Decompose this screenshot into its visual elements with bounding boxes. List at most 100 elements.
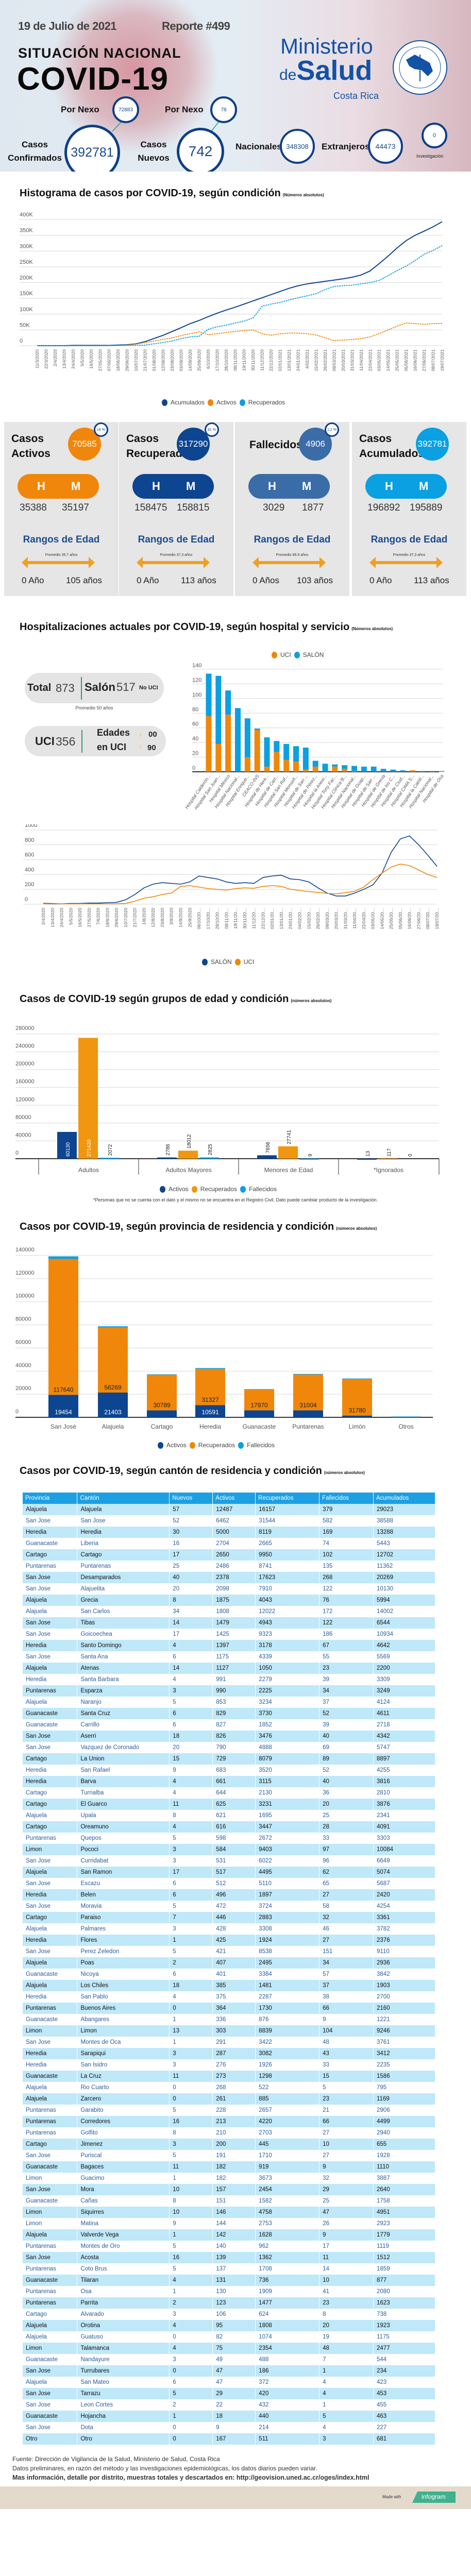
table-cell-recuperados: 8839	[255, 2025, 320, 2037]
table-row: Cartago Jimenez 3 200 445 10 655	[23, 2139, 435, 2150]
table-cell-nuevos: 20	[169, 1583, 213, 1595]
table-cell-activos: 2098	[212, 1583, 256, 1595]
table-cell-nuevos: 4	[169, 2275, 213, 2286]
table-row: Alajuela Upala 8 621 1695 25 2341	[23, 1810, 435, 1821]
table-cell-cantón: Goicoechea	[77, 1629, 170, 1640]
table-cell-activos: 2704	[212, 1538, 256, 1549]
table-cell-provincia: San Jose	[23, 1742, 78, 1753]
table-cell-fallecidos: 4	[319, 2422, 374, 2433]
made-with-label: Made with	[382, 2495, 401, 2499]
table-cell-cantón: San Jose	[77, 1515, 170, 1527]
card-percent-badge: 18 %	[94, 422, 108, 437]
province-bar-chart: 0 20000 40000 60000 80000 100000 120000 140000 1…	[15, 1247, 433, 1430]
table-cell-acumulados: 1586	[373, 2071, 435, 2082]
legend-dot-recuperados	[191, 1185, 197, 1193]
table-cell-nuevos: 1	[169, 1935, 213, 1946]
table-cell-acumulados: 2477	[373, 2343, 435, 2354]
table-cell-fallecidos: 38	[319, 1991, 374, 2003]
province-legend: Activos Recuperados Fallecidos	[158, 1442, 275, 1449]
table-cell-recuperados: 1708	[255, 2263, 320, 2275]
y-tick-label: 20	[192, 751, 198, 757]
table-row: Puntarenas Puntarenas 25 2486 8741 135 11362	[23, 1561, 435, 1572]
data-label: 117	[386, 1148, 392, 1157]
table-cell-activos: 130	[212, 2286, 256, 2297]
bar-salón	[206, 673, 212, 716]
table-cell-nuevos: 14	[169, 1617, 213, 1629]
column-header[interactable]: Nuevos	[169, 1493, 213, 1504]
table-cell-nuevos: 3	[169, 2354, 213, 2365]
bar-uci	[244, 757, 250, 772]
bar-activos	[48, 1395, 78, 1417]
x-tick-label: 7/6/2020	[96, 908, 101, 925]
column-header[interactable]: Activos	[212, 1493, 256, 1504]
column-header[interactable]: Cantón	[77, 1493, 170, 1504]
table-cell-activos: 621	[212, 1810, 256, 1821]
table-cell-activos: 446	[212, 1912, 256, 1923]
data-label: 2786	[165, 1144, 171, 1156]
bar-uci	[254, 730, 260, 772]
x-tick-label: 27/05/2020	[97, 349, 103, 371]
table-cell-acumulados: 11362	[373, 1561, 435, 1572]
y-tick-label: 80	[192, 706, 198, 713]
table-cell-recuperados: 1050	[255, 1663, 320, 1674]
table-cell-cantón: Barva	[77, 1776, 170, 1787]
hospital-legend: UCI SALÓN	[272, 651, 324, 658]
table-cell-recuperados: 2753	[255, 2218, 320, 2229]
x-tick-label: 16/06/2021	[413, 349, 418, 371]
category-label: Puntarenas	[292, 1423, 324, 1430]
column-header[interactable]: Fallecidos	[319, 1493, 374, 1504]
bar-activos	[147, 1410, 177, 1417]
table-cell-cantón: Palmares	[77, 1923, 170, 1935]
table-cell-acumulados: 1903	[373, 1980, 435, 1991]
x-tick-label: 19/07/2021	[440, 349, 445, 371]
x-tick-label: 20/03/20…	[334, 908, 339, 929]
table-cell-cantón: Santa Barbara	[77, 1674, 170, 1685]
table-cell-acumulados: 3361	[373, 1912, 435, 1923]
x-tick-label: 07/06/2020	[107, 349, 112, 371]
footer-more-info-link[interactable]: Mas información, detalle por distrito, m…	[12, 2474, 369, 2481]
table-cell-fallecidos: 102	[319, 1549, 374, 1561]
table-cell-acumulados: 3309	[373, 1674, 435, 1685]
table-cell-provincia: Alajuela	[23, 1810, 78, 1821]
infogram-badge[interactable]: infogram	[412, 2492, 456, 2503]
table-cell-provincia: Puntarenas	[23, 2105, 78, 2116]
table-cell-fallecidos: 17	[319, 2241, 374, 2252]
table-cell-cantón: Sarapiqui	[77, 2048, 170, 2059]
y-tick-label: 200000	[15, 1061, 35, 1067]
salon-value: 517	[116, 681, 136, 693]
table-cell-activos: 1808	[212, 1606, 256, 1617]
table-cell-cantón: Tilaran	[77, 2275, 170, 2286]
table-cell-recuperados: 3231	[255, 1799, 320, 1810]
legend-dot-activos	[208, 399, 214, 406]
table-cell-acumulados: 1119	[373, 2241, 435, 2252]
table-cell-acumulados: 3842	[373, 1969, 435, 1980]
table-cell-acumulados: 3887	[373, 2173, 435, 2184]
table-cell-acumulados: 1169	[373, 2093, 435, 2105]
table-cell-cantón: Perez Zeledon	[77, 1946, 170, 1957]
table-row: Cartago Alvarado 3 106 624 8 738	[23, 2309, 435, 2320]
column-header[interactable]: Provincia	[23, 1493, 78, 1504]
table-row: Guanacaste La Cruz 11 273 1298 15 1586	[23, 2071, 435, 2082]
table-row: Heredia Flores 1 425 1924 27 2376	[23, 1935, 435, 1946]
age-average: Promedio 66.9 años	[276, 553, 309, 557]
logo-de: de	[279, 66, 297, 83]
table-cell-activos: 9	[212, 2422, 256, 2433]
x-tick-label: 3/9/2020	[169, 908, 174, 925]
bar-fallecidos	[391, 1416, 421, 1417]
table-cell-recuperados: 2130	[255, 1787, 320, 1799]
category-label: Adultos Mayores	[165, 1166, 211, 1174]
table-cell-activos: 829	[212, 1708, 256, 1719]
table-cell-nuevos: 5	[169, 2150, 213, 2161]
bar-recuperados	[178, 1150, 198, 1159]
column-header[interactable]: Acumulados	[373, 1493, 435, 1504]
table-cell-recuperados: 8079	[255, 1753, 320, 1765]
por-nexo-confirmados: 72883	[112, 96, 139, 123]
table-cell-activos: 228	[212, 2105, 256, 2116]
table-cell-activos: 142	[212, 2229, 256, 2241]
table-cell-nuevos: 18	[169, 1980, 213, 1991]
bar-activos	[98, 1392, 128, 1417]
y-tick-label: 80000	[15, 1316, 31, 1323]
column-header[interactable]: Recuperados	[255, 1493, 320, 1504]
table-cell-cantón: Jimenez	[77, 2139, 170, 2150]
table-cell-fallecidos: 32	[319, 1912, 374, 1923]
